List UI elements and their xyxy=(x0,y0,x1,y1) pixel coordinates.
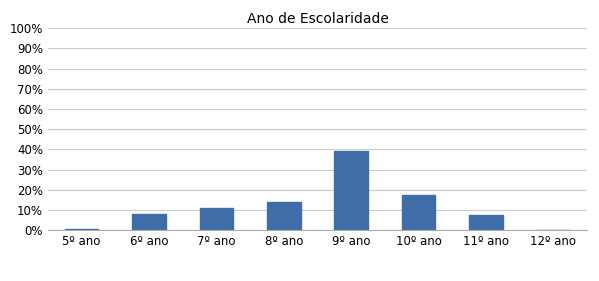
Bar xyxy=(267,202,301,230)
Bar xyxy=(199,208,233,230)
Bar xyxy=(402,195,435,230)
Bar xyxy=(65,229,98,230)
Bar xyxy=(469,215,503,230)
Bar xyxy=(334,151,368,230)
Title: Ano de Escolaridade: Ano de Escolaridade xyxy=(247,12,388,26)
Bar xyxy=(132,214,166,230)
